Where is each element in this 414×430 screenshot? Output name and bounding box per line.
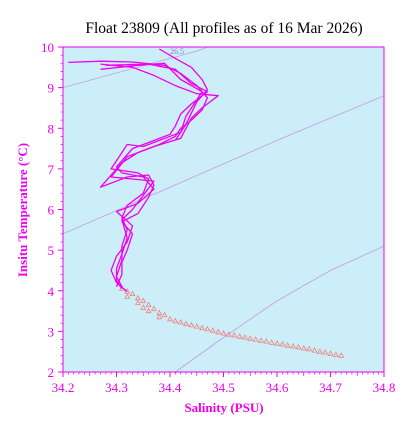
deep-profile-point	[167, 315, 173, 322]
profile-lines	[68, 48, 219, 293]
y-tick-label: 7	[48, 162, 55, 177]
deep-profile-point	[322, 349, 329, 355]
deep-profile-point	[193, 323, 200, 329]
deep-profile-point	[295, 343, 302, 350]
deep-profile-point	[268, 339, 275, 345]
y-tick-label: 3	[48, 324, 55, 339]
x-tick-label: 34.3	[105, 380, 128, 395]
profile-line-3	[105, 63, 209, 293]
deep-profile-points	[118, 285, 345, 358]
plot-area	[63, 47, 384, 372]
x-tick-label: 34.5	[212, 380, 235, 395]
deep-profile-point	[177, 318, 184, 325]
isopycnal-lines	[62, 46, 385, 373]
deep-profile-point	[215, 328, 222, 335]
deep-profile-point	[209, 327, 216, 333]
deep-profile-point	[300, 344, 307, 351]
isopycnal-line	[62, 95, 385, 235]
deep-profile-point	[316, 348, 323, 354]
y-tick-label: 6	[48, 203, 55, 218]
x-tick-label: 34.4	[159, 380, 182, 395]
x-axis-ticks: 34.2 34.3 34.4 34.5 34.6 34.7 34.8	[52, 372, 396, 395]
deep-profile-point	[225, 331, 232, 337]
deep-profile-point	[274, 340, 280, 346]
deep-profile-point	[247, 335, 254, 341]
deep-profile-point	[332, 351, 339, 357]
deep-profile-point	[140, 297, 147, 303]
deep-profile-point	[290, 342, 297, 349]
x-tick-label: 34.2	[52, 380, 75, 395]
deep-profile-point	[161, 311, 168, 318]
x-tick-label: 34.8	[373, 380, 396, 395]
deep-profile-point	[183, 320, 189, 327]
deep-profile-point	[231, 331, 238, 338]
deep-profile-point	[204, 325, 211, 332]
deep-profile-point	[188, 321, 195, 328]
x-tick-label: 34.7	[319, 380, 342, 395]
deep-profile-point	[140, 304, 147, 310]
isopycnal-line	[62, 46, 208, 88]
x-tick-label: 34.6	[266, 380, 289, 395]
y-axis-label: Insitu Temperature (°C)	[15, 143, 30, 277]
deep-profile-point	[124, 293, 131, 299]
deep-profile-point	[327, 350, 334, 356]
y-tick-label: 5	[48, 243, 55, 258]
deep-profile-point	[236, 333, 243, 339]
chart-title: Float 23809 (All profiles as of 16 Mar 2…	[85, 20, 362, 37]
deep-profile-point	[284, 342, 291, 348]
isopycnal-line	[175, 245, 385, 373]
isopycnal-label: 26.5	[170, 47, 184, 56]
y-tick-label: 4	[48, 284, 55, 299]
y-axis-ticks: 2 3 4 5 6 7 8 9 10	[41, 40, 63, 380]
y-tick-label: 10	[41, 40, 54, 55]
deep-profile-point	[199, 324, 206, 331]
deep-profile-point	[258, 337, 264, 343]
deep-profile-point	[311, 347, 318, 353]
x-axis-label: Salinity (PSU)	[184, 400, 263, 415]
deep-profile-point	[172, 317, 179, 324]
deep-profile-point	[156, 313, 163, 320]
deep-profile-point	[150, 305, 157, 311]
deep-profile-point	[129, 290, 136, 296]
deep-profile-point	[145, 301, 152, 307]
y-tick-label: 8	[48, 121, 55, 136]
deep-profile-point	[263, 338, 270, 344]
deep-profile-point	[134, 299, 141, 305]
deep-profile-point	[145, 307, 152, 314]
deep-profile-point	[279, 340, 286, 347]
profile-line-4	[100, 62, 203, 288]
deep-profile-point	[306, 345, 313, 352]
deep-profile-point	[241, 334, 248, 340]
deep-profile-point	[338, 352, 345, 358]
y-tick-label: 9	[48, 81, 55, 96]
deep-profile-point	[220, 329, 227, 336]
deep-profile-point	[252, 336, 259, 342]
y-tick-label: 2	[48, 365, 55, 380]
profile-line-5	[158, 48, 209, 141]
